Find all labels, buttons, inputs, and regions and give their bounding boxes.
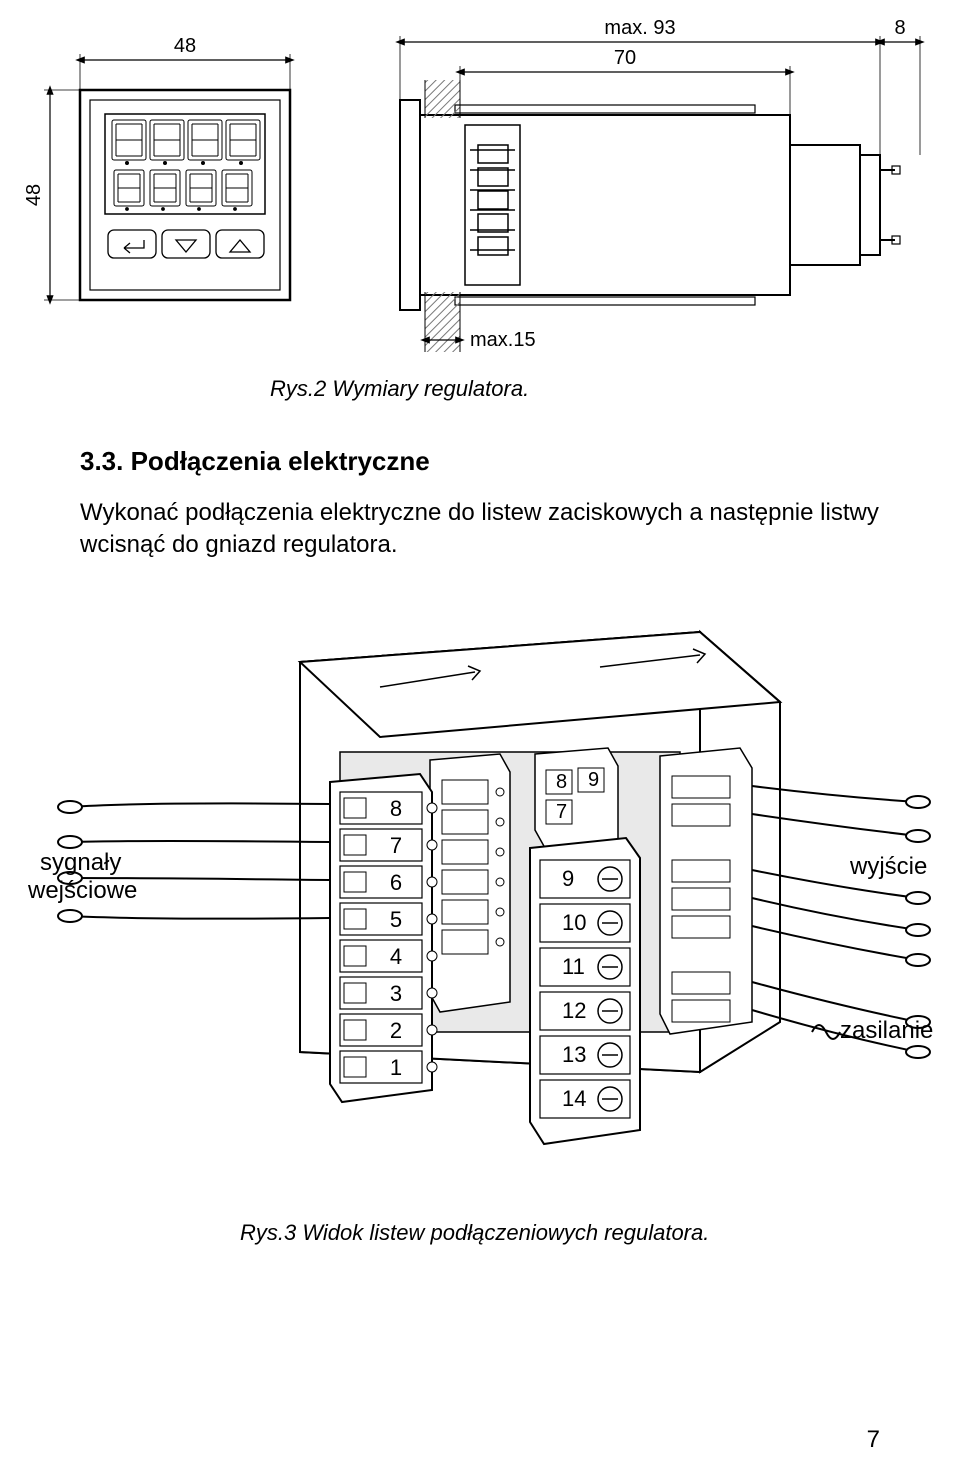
ac-sine-icon [812,1025,840,1039]
label-power: zasilanie [840,1017,933,1044]
label-top-9: 9 [588,769,599,791]
section-heading: 3.3. Podłączenia elektryczne [80,446,880,477]
label-inputs-l1: sygnały [40,849,121,876]
fig2-dimensions-drawing: 48 48 [0,0,960,370]
label-top-7: 7 [556,801,567,823]
label-output: wyjście [849,853,927,880]
socket-top-right: 8 9 7 [535,748,618,848]
right-terminal-number: 10 [562,910,586,935]
dim-front-height: 48 [23,184,45,206]
dim-panel-thickness: max.15 [470,329,536,351]
front-panel-drawing: 48 48 [23,35,290,300]
right-terminal-number: 13 [562,1042,586,1067]
right-terminal-number: 11 [562,954,585,979]
right-terminal-number: 9 [562,866,574,891]
fig3-caption: Rys.3 Widok listew podłączeniowych regul… [240,1220,960,1246]
left-terminal-strip: 8 7 6 5 4 3 2 1 [330,774,437,1102]
dim-clamp-gap: 8 [894,17,905,39]
dim-body-depth: 70 [614,47,636,69]
dim-front-width: 48 [174,35,196,57]
section-body: Wykonać podłączenia elektryczne do liste… [80,497,880,562]
socket-block [430,754,510,1012]
left-terminal-number: 7 [390,833,402,858]
dim-depth-max: max. 93 [604,17,675,39]
fig3-terminal-drawing: 8 9 7 8 7 6 5 4 3 2 1 9 10 11 12 13 14 [0,592,960,1212]
left-terminal-number: 2 [390,1018,402,1043]
label-top-8: 8 [556,771,567,793]
fig2-caption: Rys.2 Wymiary regulatora. [270,376,960,402]
right-terminal-strip: 9 10 11 12 13 14 [530,838,640,1144]
left-terminal-number: 3 [390,981,402,1006]
right-terminal-number: 12 [562,998,586,1023]
label-inputs-l2: wejściowe [27,877,137,904]
left-terminal-number: 6 [390,870,402,895]
page-number: 7 [867,1426,880,1454]
left-terminal-number: 5 [390,907,402,932]
left-terminal-number: 8 [390,796,402,821]
right-terminal-number: 14 [562,1086,586,1111]
left-terminal-number: 4 [390,944,402,969]
rear-block [660,748,752,1034]
side-view-drawing: max. 93 8 70 max.15 [400,17,920,352]
left-terminal-number: 1 [390,1055,402,1080]
